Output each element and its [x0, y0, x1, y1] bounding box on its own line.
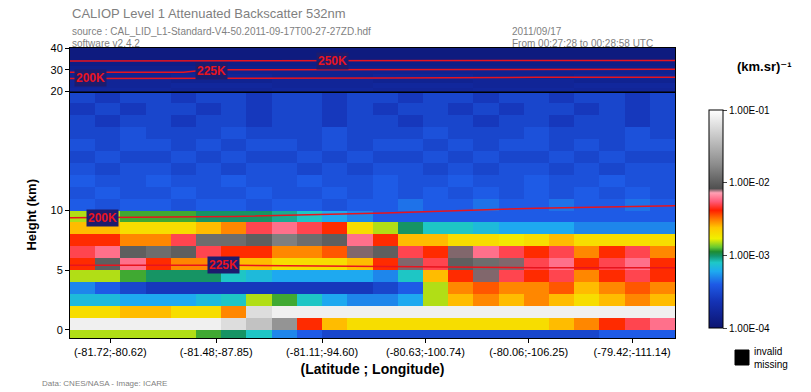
svg-text:(-81.11;-94.60): (-81.11;-94.60) [286, 346, 358, 358]
svg-text:1.00E-01: 1.00E-01 [729, 105, 770, 116]
svg-text:Data: CNES/NASA - Image: ICARE: Data: CNES/NASA - Image: ICARE [42, 379, 167, 388]
svg-text:5: 5 [57, 264, 63, 276]
svg-text:225K: 225K [197, 64, 226, 78]
svg-text:From 00:27:28 to 00:28:58 UTC: From 00:27:28 to 00:28:58 UTC [512, 38, 653, 49]
svg-text:30: 30 [51, 64, 63, 76]
svg-text:200K: 200K [76, 71, 105, 85]
svg-text:250K: 250K [318, 54, 347, 68]
svg-text:software v2.4.2: software v2.4.2 [72, 38, 140, 49]
svg-text:(Latitude ; Longitude): (Latitude ; Longitude) [301, 361, 445, 377]
svg-text:(-80.63;-100.74): (-80.63;-100.74) [386, 346, 465, 358]
svg-text:(km.sr)⁻¹: (km.sr)⁻¹ [737, 59, 792, 74]
svg-text:(-80.06;-106.25): (-80.06;-106.25) [489, 346, 568, 358]
svg-text:225K: 225K [209, 258, 238, 272]
svg-text:10: 10 [51, 204, 63, 216]
svg-text:source : CAL_LID_L1-Standard-V: source : CAL_LID_L1-Standard-V4-50.2011-… [72, 26, 371, 37]
svg-text:(-81.72;-80.62): (-81.72;-80.62) [74, 346, 147, 358]
svg-text:2011/09/17: 2011/09/17 [512, 26, 562, 37]
svg-text:(-79.42;-111.14): (-79.42;-111.14) [594, 346, 671, 358]
svg-text:40: 40 [51, 42, 63, 54]
svg-text:invalidmissing: invalidmissing [754, 346, 788, 370]
svg-text:1.00E-03: 1.00E-03 [729, 250, 770, 261]
svg-text:1.00E-02: 1.00E-02 [729, 177, 770, 188]
svg-text:200K: 200K [88, 211, 117, 225]
svg-text:1.00E-04: 1.00E-04 [729, 323, 770, 334]
svg-text:CALIOP Level 1 Attenuated Back: CALIOP Level 1 Attenuated Backscatter 53… [72, 6, 346, 21]
svg-text:0: 0 [57, 324, 63, 336]
svg-text:Height (km): Height (km) [24, 179, 39, 251]
svg-text:20: 20 [51, 85, 63, 97]
svg-text:(-81.48;-87.85): (-81.48;-87.85) [180, 346, 253, 358]
